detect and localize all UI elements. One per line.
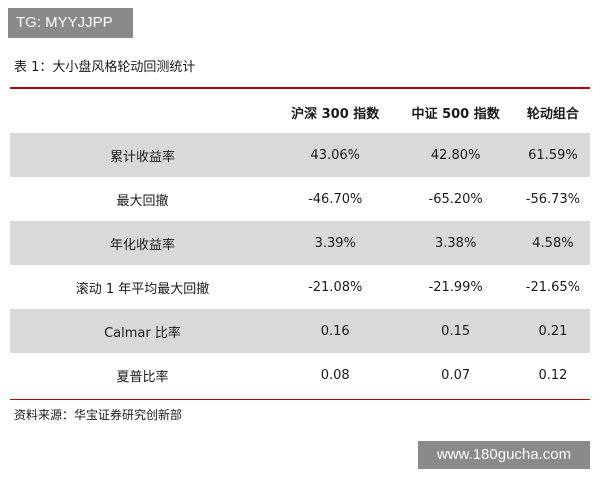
table-row: 夏普比率 0.08 0.07 0.12 — [10, 353, 590, 397]
row-label: 夏普比率 — [116, 369, 169, 385]
table-row: 滚动 1 年平均最大回撤 -21.08% -21.99% -21.65% — [10, 265, 590, 309]
watermark-bottom: www.180gucha.com — [418, 441, 590, 469]
cell-value: 61.59% — [515, 133, 590, 177]
cell-value: -21.99% — [428, 279, 483, 295]
table-caption: 表 1：大小盘风格轮动回测统计 — [14, 60, 196, 75]
cell-value: 0.21 — [515, 309, 590, 353]
cell-value: 4.58% — [515, 221, 590, 265]
table-row: 最大回撤 -46.70% -65.20% -56.73% — [10, 177, 590, 221]
cell-value: -65.20% — [428, 191, 483, 207]
cell-value: 0.15 — [395, 309, 516, 353]
cell-value: 0.07 — [441, 367, 471, 383]
cell-value: -46.70% — [308, 191, 363, 207]
cell-value: 3.39% — [275, 221, 396, 265]
bottom-rule — [10, 399, 590, 400]
cell-value: 42.80% — [395, 133, 516, 177]
cell-value: 43.06% — [275, 133, 396, 177]
header-zz500: 中证 500 指数 — [411, 106, 500, 122]
table-row: Calmar 比率 0.16 0.15 0.21 — [10, 309, 590, 353]
cell-value: 0.16 — [275, 309, 396, 353]
cell-value: -56.73% — [525, 191, 581, 207]
cell-value: 0.08 — [320, 367, 350, 383]
top-rule — [10, 87, 590, 89]
cell-value: -21.08% — [308, 279, 363, 295]
backtest-stats-table: 沪深 300 指数 中证 500 指数 轮动组合 累计收益率 43.06% 42… — [10, 91, 590, 397]
header-hs300: 沪深 300 指数 — [291, 106, 380, 122]
cell-value: -21.65% — [525, 279, 581, 295]
table-row: 累计收益率 43.06% 42.80% 61.59% — [10, 133, 590, 177]
header-blank — [10, 91, 275, 133]
watermark-top: TG: MYYJJPP — [8, 8, 133, 38]
header-row: 沪深 300 指数 中证 500 指数 轮动组合 — [10, 91, 590, 133]
header-rotation: 轮动组合 — [526, 106, 579, 122]
cell-value: 3.38% — [395, 221, 516, 265]
row-label: 年化收益率 — [10, 221, 275, 265]
row-label: 最大回撤 — [116, 193, 169, 209]
cell-value: 0.12 — [538, 367, 568, 383]
source-note: 资料来源：华宝证券研究创新部 — [14, 408, 183, 422]
row-label: 累计收益率 — [10, 133, 275, 177]
row-label: Calmar 比率 — [10, 309, 275, 353]
table-row: 年化收益率 3.39% 3.38% 4.58% — [10, 221, 590, 265]
row-label: 滚动 1 年平均最大回撤 — [75, 281, 210, 297]
